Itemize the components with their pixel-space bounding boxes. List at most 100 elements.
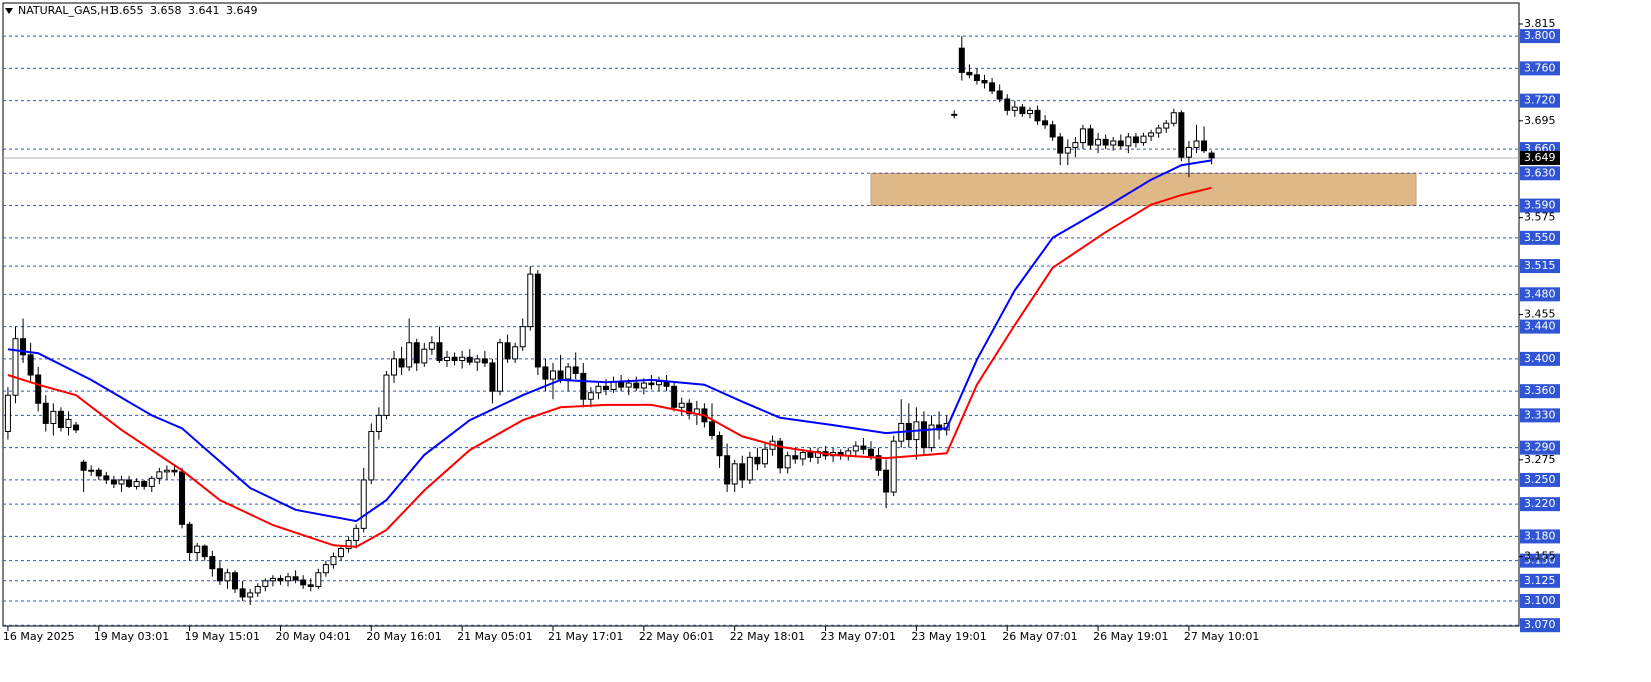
level-label: 3.150	[1524, 554, 1556, 567]
level-label: 3.220	[1524, 497, 1556, 510]
candle-body	[1019, 106, 1026, 115]
candle-body	[353, 527, 360, 541]
x-tick-label: 27 May 10:01	[1184, 630, 1259, 643]
level-label-box	[1520, 166, 1560, 181]
candle-body	[451, 356, 458, 361]
y-tick-label: 3.455	[1524, 308, 1556, 321]
x-tick-label: 22 May 06:01	[639, 630, 714, 643]
candle-body	[65, 418, 72, 428]
candle-body	[1004, 98, 1011, 111]
candle-body	[315, 572, 322, 587]
candle-body	[1125, 136, 1132, 147]
candle-body	[95, 469, 102, 477]
level-label-box	[1520, 230, 1560, 245]
candle-body	[648, 382, 655, 386]
level-label: 3.100	[1524, 594, 1556, 607]
symbol: NATURAL_GAS,H1	[18, 4, 116, 17]
level-label: 3.180	[1524, 529, 1556, 542]
candle-body	[875, 455, 882, 471]
zone	[870, 172, 1417, 207]
candle-body	[1042, 120, 1049, 126]
candle-body	[383, 374, 390, 416]
ma-line	[7, 186, 1212, 548]
candle-body	[156, 471, 163, 479]
y-tick-label: 3.695	[1524, 114, 1556, 127]
candle-body	[784, 455, 791, 469]
y-tick-label: 3.815	[1524, 17, 1556, 30]
candle-body	[739, 463, 746, 481]
level-label-box	[1520, 553, 1560, 568]
candle-body	[444, 356, 451, 361]
candle-body	[345, 539, 352, 550]
candle-body	[148, 477, 155, 487]
candle-body	[428, 342, 435, 350]
level-label-box	[1520, 351, 1560, 366]
candle-body	[731, 463, 738, 485]
candle-body	[103, 475, 110, 481]
candle-body	[966, 71, 973, 76]
candle-body	[1132, 136, 1139, 144]
candle-body	[163, 469, 170, 473]
candle-body	[989, 82, 996, 92]
level-label-box	[1520, 319, 1560, 334]
candle-body	[338, 548, 345, 558]
x-tick-label: 20 May 04:01	[275, 630, 350, 643]
x-tick-label: 22 May 18:01	[730, 630, 805, 643]
level-label-box	[1520, 198, 1560, 213]
candle-body	[12, 338, 19, 396]
current-price-box	[1520, 150, 1560, 165]
candle-body	[73, 424, 80, 431]
candle-body	[1087, 128, 1094, 146]
candle-body	[519, 326, 526, 348]
candle-body	[375, 414, 382, 433]
menu-arrow[interactable]	[5, 8, 13, 14]
candle-body	[239, 588, 246, 598]
candle-body	[852, 445, 859, 452]
candle-body	[1163, 122, 1170, 129]
level-label: 3.515	[1524, 259, 1556, 272]
candle-body	[179, 471, 186, 525]
candle-body	[57, 410, 64, 428]
level-label-box	[1520, 497, 1560, 512]
candle-body	[216, 568, 223, 582]
candle-body	[1170, 112, 1177, 124]
candle-body	[587, 392, 594, 400]
y-tick-label: 3.575	[1524, 211, 1556, 224]
quote-value: 3.658	[150, 4, 182, 17]
candle-body	[330, 556, 337, 566]
candle-body	[883, 469, 890, 493]
level-label-box	[1520, 593, 1560, 608]
candle-body	[981, 79, 988, 84]
quote-value: 3.649	[226, 4, 258, 17]
candle-body	[1140, 135, 1147, 144]
candle-body	[80, 461, 87, 471]
level-label: 3.480	[1524, 287, 1556, 300]
candle-body	[1102, 138, 1109, 146]
level-label: 3.330	[1524, 408, 1556, 421]
candle-body	[973, 74, 980, 81]
candle-body	[792, 455, 799, 460]
y-tick-label: 3.155	[1524, 550, 1556, 563]
candle-body	[194, 545, 201, 554]
level-label-box	[1520, 259, 1560, 274]
y-tick-label: 3.275	[1524, 453, 1556, 466]
quote-value: 3.641	[188, 4, 220, 17]
candle-body	[35, 374, 42, 404]
level-label: 3.590	[1524, 199, 1556, 212]
candle-body	[580, 372, 587, 400]
level-label-box	[1520, 29, 1560, 44]
candle-body	[595, 385, 602, 394]
level-label: 3.400	[1524, 352, 1556, 365]
candle-body	[1193, 140, 1200, 148]
candle-body	[277, 577, 284, 582]
candle-body	[860, 445, 867, 450]
level-label-box	[1520, 440, 1560, 455]
level-label: 3.800	[1524, 29, 1556, 42]
candle-body	[640, 382, 647, 389]
candle-body	[1110, 140, 1117, 146]
candle-body	[724, 455, 731, 485]
candle-body	[110, 479, 117, 485]
candle-body	[1208, 152, 1215, 159]
